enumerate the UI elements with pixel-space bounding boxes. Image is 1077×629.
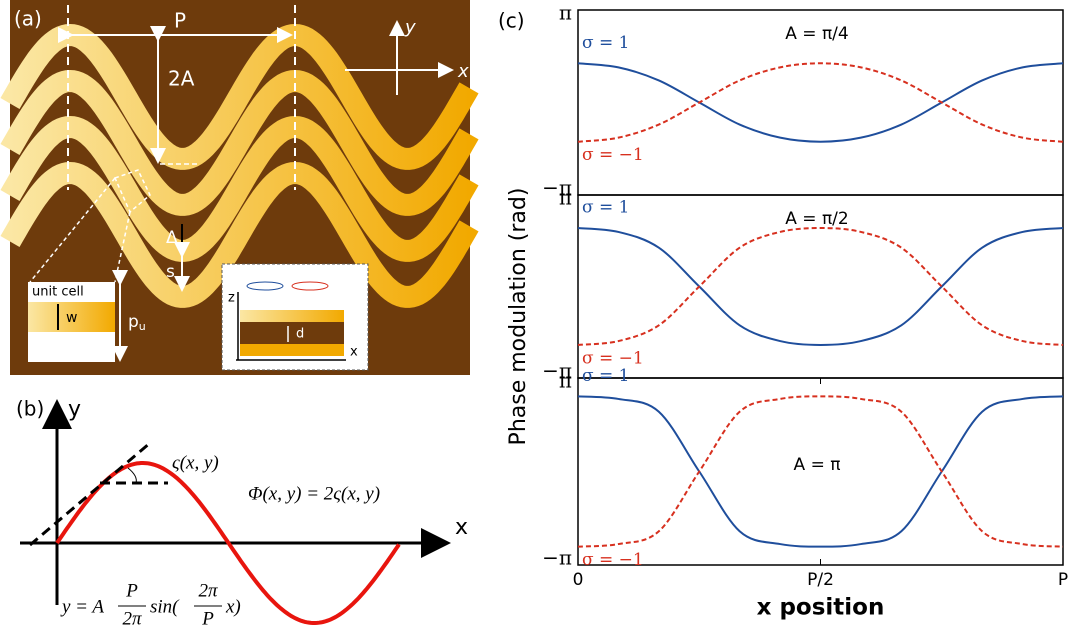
equation: P — [201, 608, 214, 629]
panel-b: (b) y x ς(x, y) Φ(x, y) = 2ς(x, y) y = A… — [16, 397, 468, 629]
series-line — [578, 63, 1063, 141]
angle-arc — [128, 468, 136, 483]
angle-label: ς(x, y) — [172, 452, 219, 473]
panel-label: (b) — [16, 397, 44, 421]
thickness-label: d — [296, 327, 304, 342]
layer — [240, 310, 344, 322]
panel-a: (a) P 2A y x Δ s unit cell w pu z d x — [10, 0, 470, 375]
layer — [240, 322, 344, 344]
axis-label: y — [404, 17, 416, 38]
amplitude-label: 2A — [168, 67, 195, 91]
y-tick-label: π — [559, 369, 572, 393]
y-tick-label: −π — [542, 546, 572, 570]
spacing-label: s — [166, 262, 175, 282]
y-tick-label: π — [559, 186, 572, 210]
series-line — [578, 228, 1063, 345]
equation: y = A — [60, 596, 104, 617]
series-line — [578, 63, 1063, 141]
pitch-subscript: u — [139, 320, 146, 333]
equation: sin( — [150, 596, 180, 617]
inset-axis-label: z — [228, 291, 235, 306]
panel-label: (c) — [498, 9, 525, 33]
equation: 2π — [198, 580, 218, 601]
series-line — [578, 228, 1063, 345]
tangent — [30, 443, 150, 545]
inset-axis-label: x — [350, 345, 358, 360]
series-label: σ = −1 — [582, 550, 644, 570]
width-label: w — [66, 310, 77, 326]
series-label: σ = 1 — [582, 366, 629, 386]
y-tick-label: π — [559, 1, 572, 25]
phase-equation: Φ(x, y) = 2ς(x, y) — [248, 483, 380, 504]
x-tick-label: P — [1058, 570, 1068, 590]
series-label: σ = −1 — [582, 145, 644, 165]
equation: 2π — [122, 608, 142, 629]
axis-label: x — [455, 515, 468, 540]
series-label: σ = 1 — [582, 198, 629, 218]
figure: (a) P 2A y x Δ s unit cell w pu z d x (b… — [0, 0, 1077, 629]
x-axis-label: x position — [757, 595, 885, 621]
x-tick-label: P/2 — [807, 570, 834, 590]
annotation: A = π/2 — [785, 209, 848, 229]
axis-label: y — [68, 397, 81, 422]
equation: P — [125, 580, 138, 601]
axis-label: x — [457, 61, 469, 82]
annotation: A = π/4 — [785, 24, 848, 44]
x-tick-label: 0 — [573, 570, 584, 590]
annotation: A = π — [794, 455, 841, 475]
unit-cell-label: unit cell — [32, 285, 84, 300]
layer — [240, 344, 344, 356]
delta-label: Δ — [166, 228, 178, 248]
equation: x) — [225, 596, 241, 617]
pitch: p — [128, 312, 139, 332]
y-axis-label: Phase modulation (rad) — [506, 188, 531, 446]
period-label: P — [174, 9, 186, 33]
panel-label: (a) — [14, 7, 42, 31]
series-label: σ = 1 — [582, 33, 629, 53]
